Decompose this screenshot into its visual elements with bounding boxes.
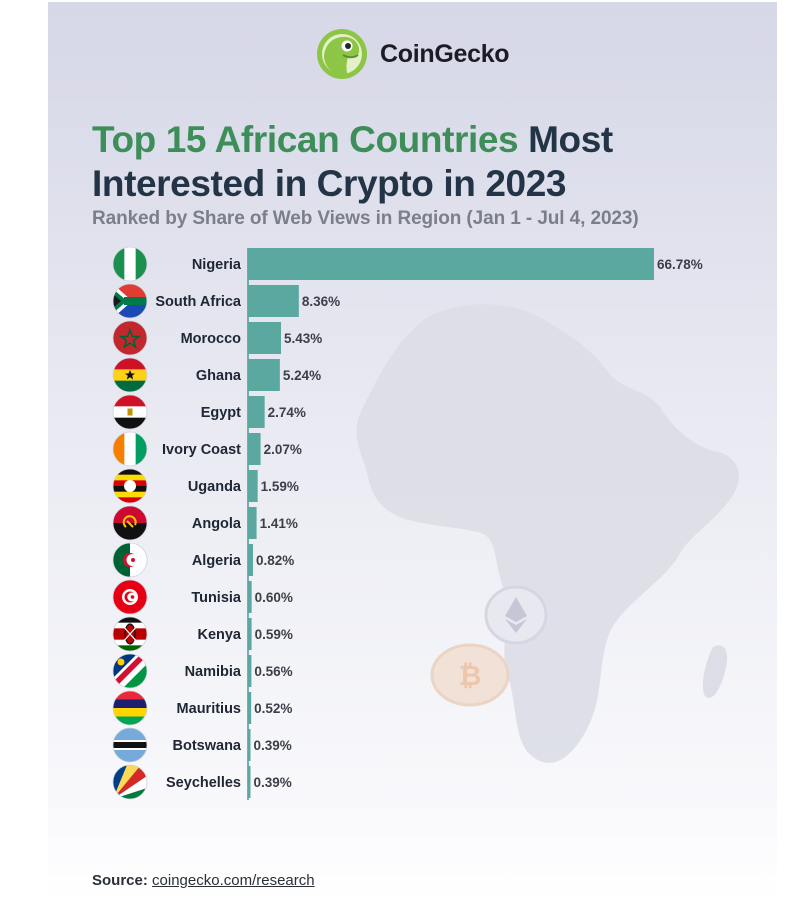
bar	[248, 322, 282, 354]
bar	[248, 692, 252, 724]
value-label: 1.41%	[260, 516, 298, 531]
bar	[248, 507, 257, 539]
bar-chart: Nigeria 66.78% South Africa 8.36% Morocco 5.4…	[112, 246, 703, 800]
category-label: Egypt	[201, 405, 241, 421]
kenya-flag-icon	[112, 616, 148, 652]
value-label: 1.59%	[261, 479, 299, 494]
category-label: Ghana	[196, 368, 242, 384]
chart-row: Algeria 0.82%	[112, 542, 294, 578]
nigeria-flag-icon	[112, 246, 148, 282]
algeria-flag-icon	[112, 542, 148, 578]
africa-map-silhouette: ₿	[356, 304, 739, 763]
value-label: 0.52%	[254, 701, 292, 716]
bar	[248, 433, 261, 465]
category-label: Mauritius	[177, 701, 241, 717]
chart-row: Uganda 1.59%	[112, 468, 299, 504]
chart-row: Ghana 5.24%	[112, 357, 321, 393]
coingecko-logo: CoinGecko	[316, 26, 510, 82]
category-label: Ivory Coast	[162, 442, 241, 458]
title-highlight: Top 15 African Countries	[92, 119, 519, 160]
chart-row: Ivory Coast 2.07%	[112, 431, 302, 467]
value-label: 2.74%	[268, 405, 306, 420]
chart-row: Angola 1.41%	[112, 505, 298, 541]
south-africa-flag-icon	[112, 283, 148, 319]
chart-row: Egypt 2.74%	[112, 394, 306, 430]
category-label: Angola	[192, 516, 242, 532]
bar	[248, 248, 654, 280]
bitcoin-coin-icon: ₿	[430, 643, 510, 707]
value-label: 0.60%	[255, 590, 293, 605]
uganda-flag-icon	[112, 468, 148, 504]
bar	[248, 359, 280, 391]
chart-row: Tunisia 0.60%	[112, 579, 293, 615]
ivory-coast-flag-icon	[112, 431, 148, 467]
brand-name: CoinGecko	[380, 39, 510, 68]
page-title: Top 15 African Countries Most Interested…	[92, 118, 613, 206]
botswana-flag-icon	[112, 727, 148, 763]
chart-row: Botswana 0.39%	[112, 727, 292, 763]
chart-row: Seychelles 0.39%	[112, 764, 292, 800]
chart-row: Mauritius 0.52%	[112, 690, 292, 726]
category-label: Tunisia	[191, 590, 242, 606]
title-line2: Interested in Crypto in 2023	[92, 163, 567, 204]
bar	[248, 729, 251, 761]
source-label: Source:	[92, 872, 148, 889]
bar	[248, 396, 265, 428]
value-label: 0.39%	[254, 775, 292, 790]
source-link[interactable]: coingecko.com/research	[152, 872, 315, 889]
mauritius-flag-icon	[112, 690, 148, 726]
egypt-flag-icon	[112, 394, 148, 430]
category-label: Nigeria	[192, 257, 242, 273]
seychelles-flag-icon	[112, 764, 148, 800]
value-label: 0.56%	[254, 664, 292, 679]
bar	[248, 470, 258, 502]
ethereum-coin-icon	[484, 585, 548, 645]
morocco-flag-icon	[112, 320, 148, 356]
bar	[248, 581, 252, 613]
chart-row: South Africa 8.36%	[112, 283, 340, 319]
svg-text:₿: ₿	[459, 659, 482, 692]
category-label: South Africa	[155, 294, 242, 310]
gecko-logo-icon	[317, 29, 367, 79]
infographic-card: CoinGecko Top 15 African Countries Most …	[48, 2, 777, 900]
tunisia-flag-icon	[112, 579, 148, 615]
bar	[248, 766, 251, 798]
bar	[248, 618, 252, 650]
value-label: 5.43%	[284, 331, 322, 346]
category-label: Namibia	[185, 664, 242, 680]
value-label: 0.82%	[256, 553, 294, 568]
category-label: Kenya	[197, 627, 241, 643]
value-label: 66.78%	[657, 257, 703, 272]
chart-row: Namibia 0.56%	[112, 653, 293, 689]
chart-subtitle: Ranked by Share of Web Views in Region (…	[92, 208, 639, 229]
namibia-flag-icon	[112, 653, 148, 689]
category-label: Algeria	[192, 553, 242, 569]
angola-flag-icon	[112, 505, 148, 541]
ghana-flag-icon	[112, 357, 148, 393]
chart-row: Kenya 0.59%	[112, 616, 293, 652]
category-label: Botswana	[173, 738, 242, 754]
bar	[248, 655, 252, 687]
bar	[248, 544, 253, 576]
category-label: Uganda	[188, 479, 242, 495]
value-label: 0.39%	[254, 738, 292, 753]
category-label: Morocco	[181, 331, 242, 347]
value-label: 0.59%	[255, 627, 293, 642]
value-label: 8.36%	[302, 294, 340, 309]
value-label: 5.24%	[283, 368, 321, 383]
value-label: 2.07%	[264, 442, 302, 457]
bar	[248, 285, 299, 317]
chart-row: Nigeria 66.78%	[112, 246, 703, 282]
category-label: Seychelles	[166, 775, 241, 791]
title-rest: Most	[528, 119, 613, 160]
chart-row: Morocco 5.43%	[112, 320, 322, 356]
source-note: Source: coingecko.com/research	[92, 872, 315, 889]
